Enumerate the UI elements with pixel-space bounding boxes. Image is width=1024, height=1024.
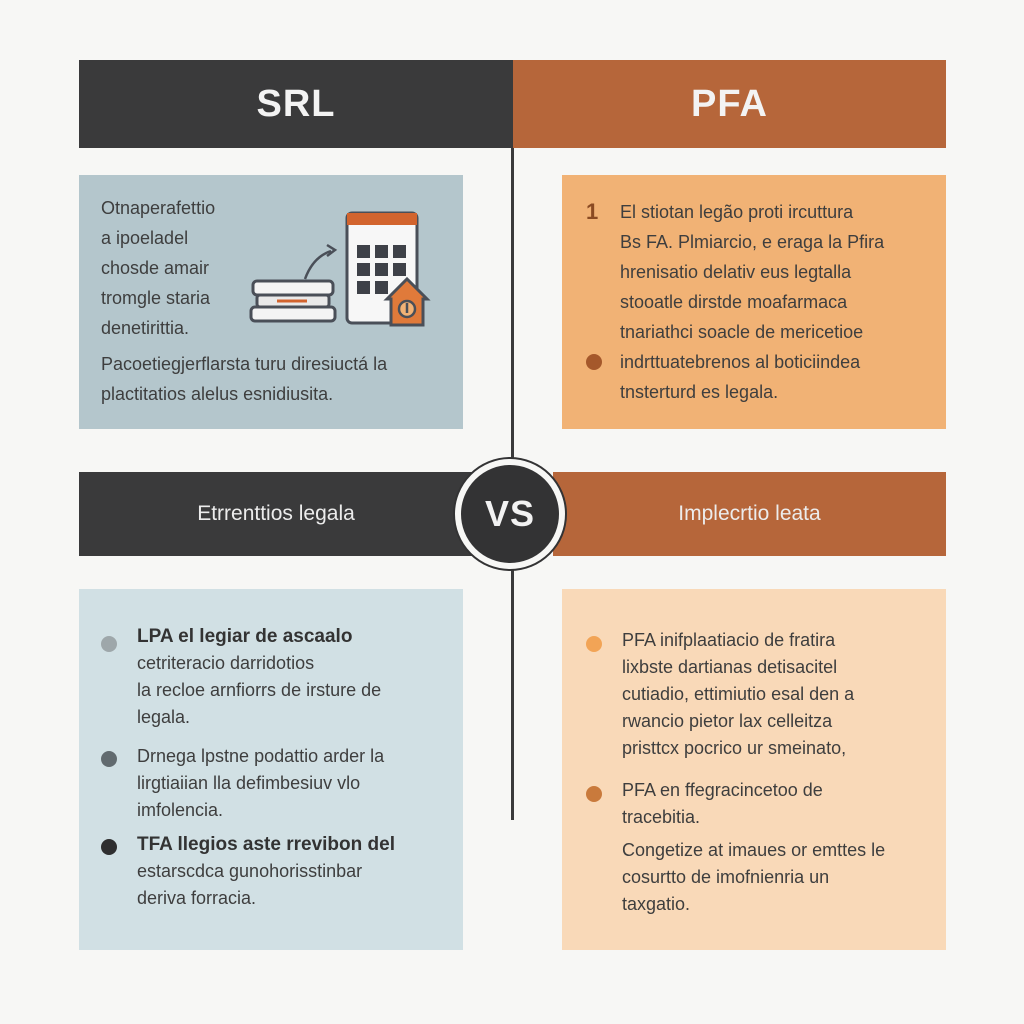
pfa-overview-bullet: indrttuatebrenos al boticiindea tnstertu… [620,347,860,407]
house-badge-icon [383,276,431,327]
bullet-dot [586,786,602,802]
text-line: Bs FA. Plmiarcio, e eraga la Pfira [620,232,885,252]
text-line: cutiadio, ettimiutio esal den a [622,684,855,704]
arrow-icon [303,243,338,280]
bullet-dot [101,636,117,652]
business-illustration [249,211,431,327]
text-line: TFA llegios aste rrevibon del [137,834,395,855]
text-line: Drnega lpstne podattio arder la [137,746,385,766]
list-item: PFA en ffegracincetoo de tracebitia. [622,777,823,831]
srl-header: SRL [79,60,513,148]
text-line: cetriteracio darridotios [137,653,315,673]
text-line: deriva forracia. [137,888,257,908]
pfa-overview-panel: 1 El stiotan legão proti ircuttura Bs FA… [562,175,946,429]
text-line: a ipoeladel [101,228,189,248]
text-line: lixbste dartianas detisacitel [622,657,838,677]
text-line: Congetize at imaues or emttes le [622,840,886,860]
text-line: estarscdca gunohorisstinbar [137,861,363,881]
pfa-section-bar: Implecrtio leata [553,472,946,556]
text-line: Pacoetiegjerflarsta turu diresiuctá la [101,354,388,374]
text-line: tnariathci soacle de mericetioe [620,322,864,342]
text-line: tromgle staria [101,288,211,308]
bullet-dot [101,839,117,855]
text-line: lirgtiaiian lla defimbesiuv vlo [137,773,361,793]
srl-overview-text: Otnaperafettio a ipoeladel chosde amair … [101,193,215,343]
pfa-section-label: Implecrtio leata [678,502,821,525]
text-line: Otnaperafettio [101,198,216,218]
document-stack-icon [249,279,337,323]
text-line: cosurtto de imofnienria un [622,867,830,887]
srl-section-label: Etrrenttios legala [197,502,355,525]
text-line: tnsterturd es legala. [620,382,779,402]
text-line: taxgatio. [622,894,691,914]
list-item: Drnega lpstne podattio arder la lirgtiai… [137,743,384,824]
pfa-title: PFA [691,82,768,125]
vs-badge: VS [455,459,565,569]
text-line: denetirittia. [101,318,190,338]
list-item: PFA inifplaatiacio de fratira lixbste da… [622,627,854,762]
bullet-dot [586,354,602,370]
text-line: plactitatios alelus esnidiusita. [101,384,334,404]
text-line: hrenisatio delativ eus legtalla [620,262,852,282]
text-line: chosde amair [101,258,210,278]
center-divider-bottom [511,562,514,820]
vs-label: VS [484,493,536,534]
text-line: El stiotan legão proti ircuttura [620,202,854,222]
text-line: indrttuatebrenos al boticiindea [620,352,861,372]
text-line: pristtcx pocrico ur smeinato, [622,738,847,758]
text-line: la recloe arnfiorrs de irsture de [137,680,382,700]
text-line: tracebitia. [622,807,701,827]
pfa-details-paragraph: Congetize at imaues or emttes le cosurtt… [622,837,885,918]
text-line: imfolencia. [137,800,224,820]
pfa-header: PFA [513,60,946,148]
center-divider-top [511,148,514,464]
text-line: LPA el legiar de ascaalo [137,626,353,647]
list-item: LPA el legiar de ascaalo cetriteracio da… [137,623,381,731]
srl-details-panel: LPA el legiar de ascaalo cetriteracio da… [79,589,463,950]
list-item: TFA llegios aste rrevibon del estarscdca… [137,831,395,912]
text-line: legala. [137,707,191,727]
pfa-details-panel: PFA inifplaatiacio de fratira lixbste da… [562,589,946,950]
bullet-dot [586,636,602,652]
srl-title: SRL [256,82,336,125]
text-line: stooatle dirstde moafarmaca [620,292,848,312]
text-line: rwancio pietor lax celleitza [622,711,833,731]
step-number: 1 [586,199,599,224]
srl-section-bar: Etrrenttios legala [79,472,473,556]
text-line: PFA inifplaatiacio de fratira [622,630,836,650]
srl-overview-panel: Otnaperafettio a ipoeladel chosde amair … [79,175,463,429]
pfa-overview-text: El stiotan legão proti ircuttura Bs FA. … [620,197,884,347]
srl-overview-paragraph: Pacoetiegjerflarsta turu diresiuctá la p… [101,349,387,409]
text-line: PFA en ffegracincetoo de [622,780,823,800]
bullet-dot [101,751,117,767]
